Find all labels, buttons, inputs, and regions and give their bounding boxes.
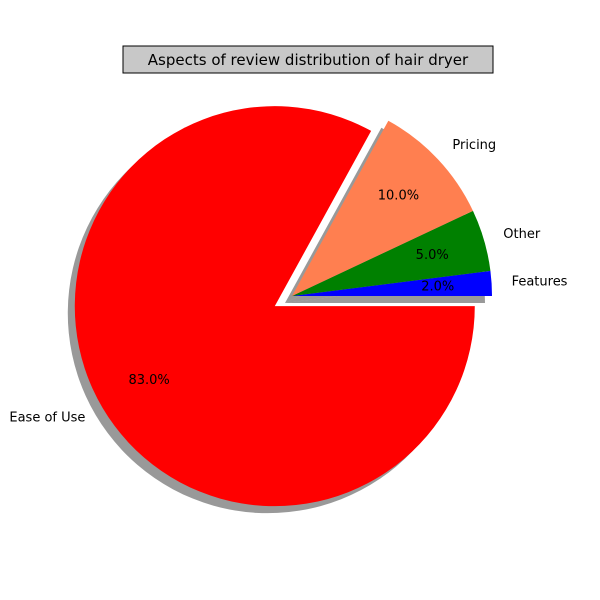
slice-label-pricing: Pricing [452,138,496,153]
chart-title: Aspects of review distribution of hair d… [148,51,469,69]
chart-title-group: Aspects of review distribution of hair d… [122,45,494,74]
chart-title-box [122,45,494,74]
pie-wedges [74,106,492,507]
slice-label-other: Other [503,227,541,242]
slice-pricing [292,120,473,296]
slice-percent-other: 5.0% [416,248,449,263]
slice-label-features: Features [512,275,568,290]
slice-ease-of-use [74,106,475,507]
slice-percent-features: 2.0% [421,279,454,294]
slice-percent-pricing: 10.0% [378,189,419,204]
pie-labels: Features 2.0% Other 5.0% Pricing 10.0% Ease of… [9,138,567,426]
slice-features [292,270,492,296]
slice-label-ease-of-use: Ease of Use [9,411,85,426]
slice-other [292,210,491,296]
slice-percent-ease-of-use: 83.0% [128,373,169,388]
